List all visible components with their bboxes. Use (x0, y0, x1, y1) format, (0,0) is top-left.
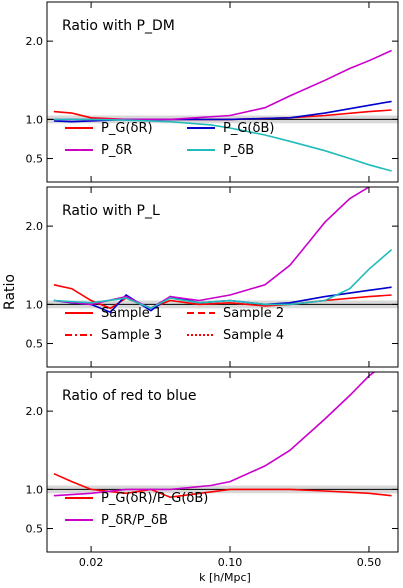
plot-frame (46, 186, 399, 368)
panel-title: Ratio with P_L (62, 203, 160, 219)
series-line-2 (53, 100, 392, 123)
y-tick-label: 0.5 (26, 338, 44, 351)
series-line-3 (53, 49, 392, 121)
legend-label: P_δR/P_δB (101, 513, 168, 528)
legend-label: P_G(δR) (101, 121, 153, 136)
x-axis-label: k [h/Mpc] (199, 571, 251, 584)
legend: P_G(δR)/P_G(δB) P_δR/P_δB (65, 491, 208, 528)
y-tick-label: 2.0 (26, 35, 44, 48)
legend-label: P_δB (223, 143, 254, 158)
y-tick-label: 2.0 (26, 405, 44, 418)
x-tick-label: 0.02 (79, 556, 104, 569)
legend-label: Sample 2 (223, 306, 284, 321)
y-tick-label: 0.5 (26, 153, 44, 166)
legend: P_G(δR) P_G(δB) P_δR P_δB (65, 121, 274, 158)
y-tick-label: 1.0 (26, 483, 44, 496)
panel-title: Ratio of red to blue (62, 388, 197, 404)
y-tick-label: 1.0 (26, 298, 44, 311)
legend-label: P_δR (101, 143, 132, 158)
series-line-1 (53, 472, 392, 499)
legend-label: P_G(δB) (223, 121, 274, 136)
series-group (53, 187, 393, 314)
y-axis-label: Ratio (2, 274, 18, 310)
legend-label: P_G(δR)/P_G(δB) (101, 491, 208, 506)
x-tick-label: 0.50 (357, 556, 382, 569)
series-line-4 (53, 118, 392, 172)
x-tick-label: 0.10 (218, 556, 243, 569)
legend-label: Sample 4 (223, 328, 284, 343)
series-group (53, 372, 392, 499)
y-tick-label: 1.0 (26, 113, 44, 126)
plot-frame (46, 371, 399, 553)
legend-label: Sample 3 (101, 328, 162, 343)
panel-title: Ratio with P_DM (62, 18, 175, 34)
panel-3: 0.5 1.0 2.0 0.02 0.10 0.50 Ratio of red to blu… (26, 371, 399, 569)
series-line-2 (53, 372, 376, 497)
legend: Sample 1 Sample 2 Sample 3 Sample 4 (65, 306, 284, 343)
plot-frame (46, 1, 399, 183)
series-line-3 (53, 187, 370, 310)
y-tick-label: 2.0 (26, 220, 44, 233)
legend-label: Sample 1 (101, 306, 162, 321)
series-line-4 (53, 248, 393, 310)
series-group (53, 49, 392, 172)
y-tick-label: 0.5 (26, 523, 44, 536)
